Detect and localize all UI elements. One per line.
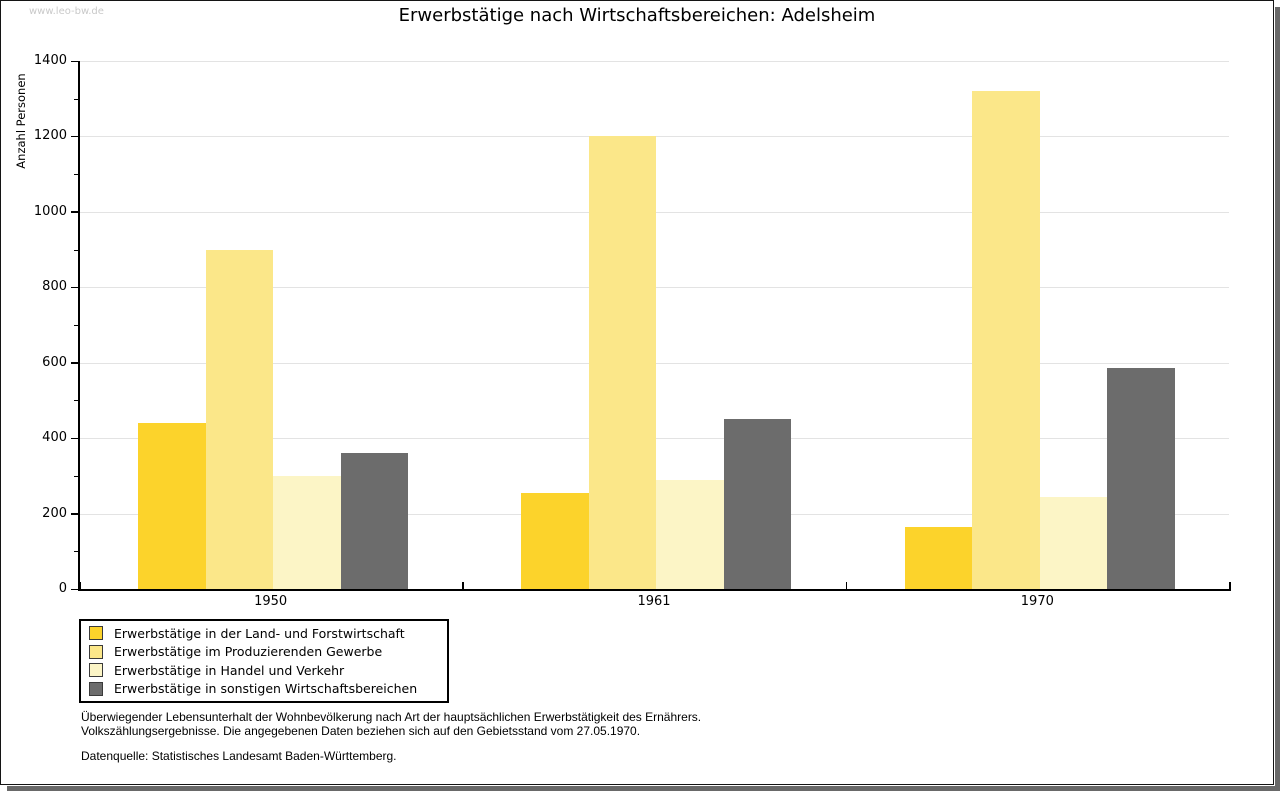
- y-tick-label: 400: [42, 430, 67, 446]
- y-tick-label: 0: [58, 581, 67, 596]
- y-major-tick: [71, 211, 79, 213]
- y-minor-tick: [74, 174, 79, 176]
- frame-shadow-bottom: [7, 786, 1275, 791]
- legend-label: Erwerbstätige in sonstigen Wirtschaftsbe…: [114, 681, 418, 697]
- legend-swatch-icon: [89, 681, 103, 696]
- legend-swatch-icon: [89, 644, 103, 659]
- y-major-tick: [71, 362, 79, 364]
- y-major-tick: [71, 513, 79, 515]
- legend-swatch-icon: [89, 626, 103, 641]
- legend-label: Erwerbstätige in Handel und Verkehr: [114, 662, 345, 678]
- y-major-tick: [71, 437, 79, 440]
- y-minor-tick: [74, 98, 79, 100]
- bar-1950-series-1: [138, 423, 206, 589]
- legend-item: Erwerbstätige in Handel und Verkehr: [89, 663, 439, 678]
- bar-1961-series-3: [656, 479, 724, 589]
- x-axis-line: [78, 589, 1231, 591]
- y-tick-label: 1400: [33, 53, 67, 68]
- bar-1950-series-4: [340, 453, 408, 589]
- y-tick-label: 800: [42, 279, 67, 295]
- y-minor-tick: [74, 475, 79, 477]
- bar-1961-series-4: [723, 419, 792, 589]
- bar-1961-series-2: [588, 136, 657, 589]
- y-major-tick: [71, 60, 79, 62]
- y-tick-label: 1200: [33, 128, 67, 144]
- bar-1950-series-2: [205, 249, 273, 589]
- x-category-label: 1961: [637, 594, 671, 609]
- footnote-line-2: Volkszählungsergebnisse. Die angegebenen…: [81, 724, 641, 738]
- legend-item: Erwerbstätige im Produzierenden Gewerbe: [89, 644, 439, 659]
- legend-item: Erwerbstätige in der Land- und Forstwirt…: [89, 626, 439, 641]
- y-minor-tick: [74, 249, 79, 251]
- gridline: [80, 61, 1229, 62]
- bar-1970-series-4: [1107, 368, 1175, 589]
- x-axis-tick: [845, 582, 848, 589]
- y-tick-label: 1000: [33, 203, 67, 219]
- legend-item: Erwerbstätige in sonstigen Wirtschaftsbe…: [89, 681, 439, 696]
- x-axis-tick: [462, 582, 464, 589]
- y-tick-label: 200: [42, 505, 67, 521]
- legend-label: Erwerbstätige im Produzierenden Gewerbe: [114, 644, 383, 660]
- y-tick-label: 600: [42, 354, 67, 370]
- y-minor-tick: [74, 400, 79, 402]
- x-axis-tick: [1229, 582, 1231, 589]
- y-major-tick: [71, 588, 79, 590]
- legend: Erwerbstätige in der Land- und Forstwirt…: [79, 619, 449, 703]
- bar-1970-series-2: [972, 91, 1040, 589]
- watermark: www.leo-bw.de: [29, 6, 104, 17]
- legend-label: Erwerbstätige in der Land- und Forstwirt…: [114, 625, 405, 641]
- y-major-tick: [71, 135, 79, 138]
- x-category-label: 1970: [1020, 594, 1054, 609]
- bar-1970-series-1: [904, 526, 973, 589]
- legend-swatch-icon: [89, 663, 103, 678]
- chart-title: Erwerbstätige nach Wirtschaftsbereichen:…: [398, 5, 876, 26]
- x-axis-tick: [79, 582, 81, 589]
- frame-shadow-right: [1275, 7, 1280, 791]
- y-minor-tick: [74, 325, 79, 326]
- data-source-note: Datenquelle: Statistisches Landesamt Bad…: [81, 749, 397, 763]
- y-major-tick: [71, 286, 79, 289]
- x-category-label: 1950: [254, 594, 288, 609]
- bar-1970-series-3: [1039, 496, 1108, 589]
- bar-1961-series-1: [521, 492, 589, 589]
- y-minor-tick: [74, 551, 79, 553]
- bar-1950-series-3: [273, 475, 341, 589]
- y-axis-line: [78, 61, 80, 591]
- footnote-line-1: Überwiegender Lebensunterhalt der Wohnbe…: [81, 710, 702, 724]
